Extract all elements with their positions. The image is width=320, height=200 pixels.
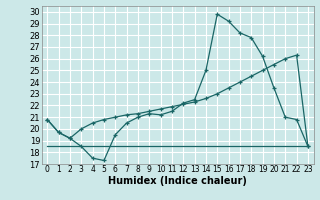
X-axis label: Humidex (Indice chaleur): Humidex (Indice chaleur) [108, 176, 247, 186]
